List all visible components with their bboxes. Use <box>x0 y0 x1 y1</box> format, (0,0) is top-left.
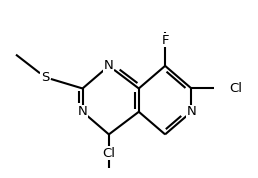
Text: N: N <box>78 105 87 118</box>
Text: F: F <box>161 34 169 47</box>
Text: Cl: Cl <box>229 82 242 95</box>
Text: S: S <box>41 71 49 84</box>
Text: N: N <box>104 59 114 72</box>
Text: N: N <box>187 105 196 118</box>
Text: Cl: Cl <box>102 147 115 160</box>
